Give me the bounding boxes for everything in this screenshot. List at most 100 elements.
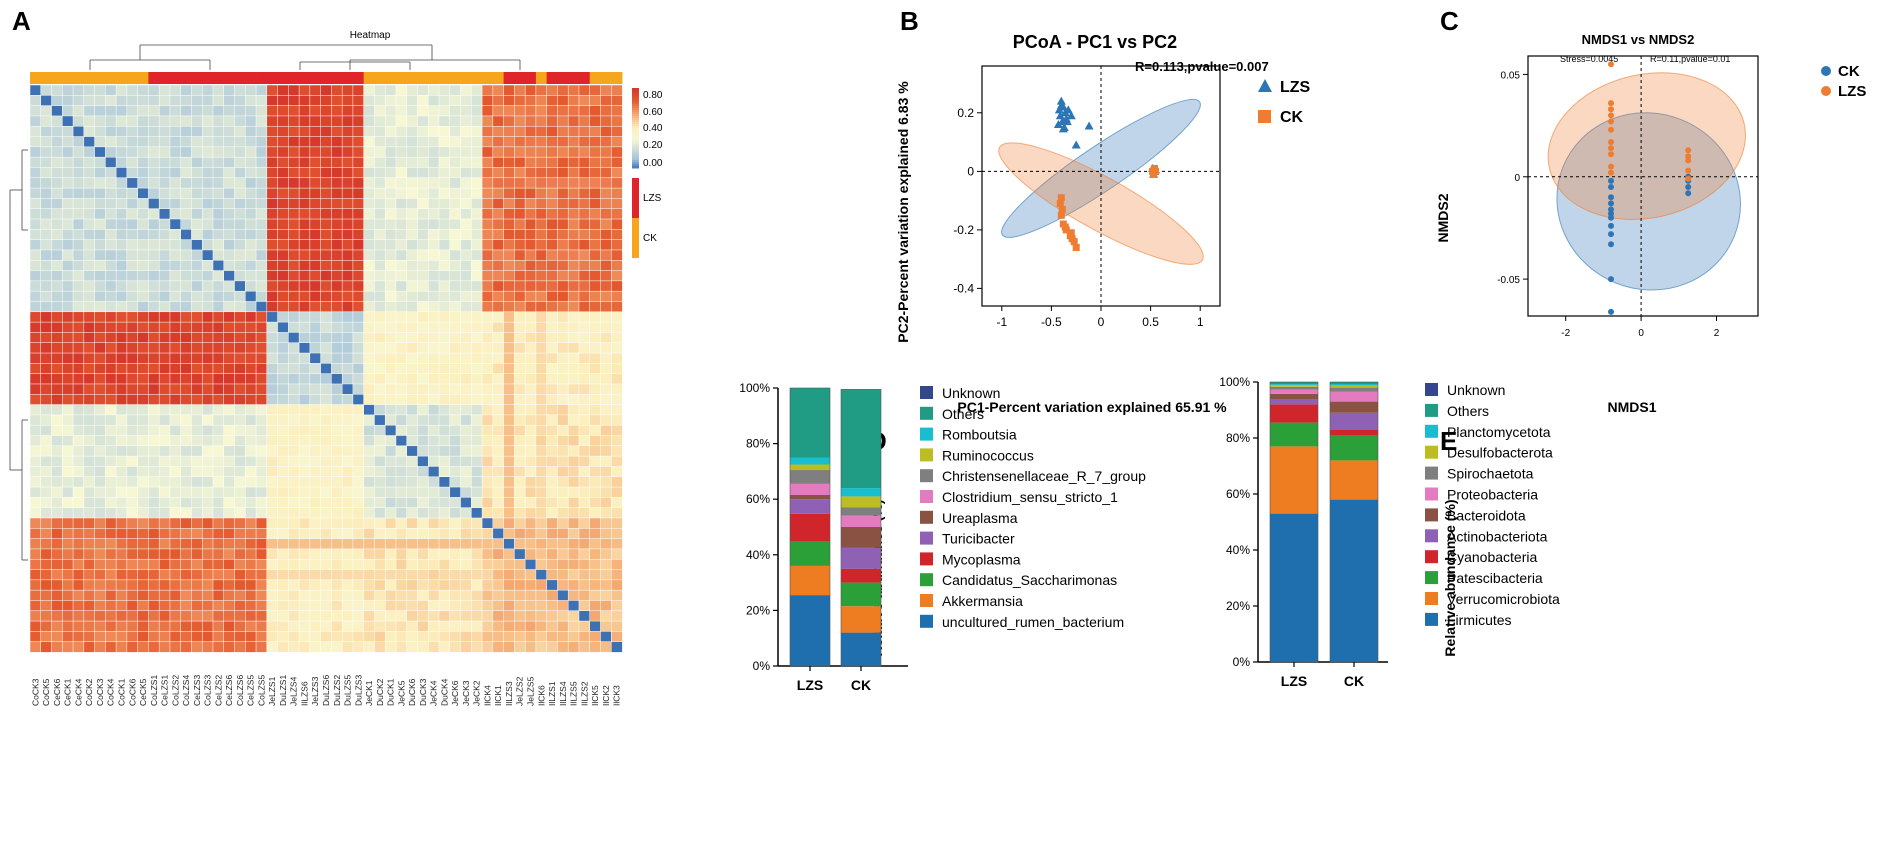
heatmap-cell: [288, 352, 300, 365]
heatmap-cell: [417, 208, 429, 220]
heatmap-cell: [29, 455, 42, 468]
heatmap-cell: [148, 517, 160, 529]
heatmap-cell: [417, 167, 429, 179]
heatmap-cell: [438, 229, 451, 241]
heatmap-cell: [352, 301, 365, 313]
heatmap-cell: [460, 620, 472, 633]
heatmap-cell: [610, 548, 623, 560]
phylum-legend-label: Firmicutes: [1447, 612, 1512, 628]
heatmap-cell: [395, 270, 408, 282]
heatmap-cell: [40, 342, 53, 354]
heatmap-cell: [438, 373, 451, 385]
heatmap-cell: [524, 383, 537, 395]
legend-swatch-ruminococcus: [920, 448, 933, 462]
heatmap-cell: [266, 558, 279, 571]
heatmap-cell: [40, 517, 53, 529]
heatmap-cell: [29, 95, 42, 107]
heatmap-cell: [406, 239, 419, 251]
heatmap-cell: [384, 342, 397, 354]
heatmap-cell: [72, 579, 85, 591]
heatmap-cell: [234, 136, 246, 148]
scale-band: [632, 100, 639, 103]
heatmap-cell: [62, 290, 74, 303]
heatmap-cell: [137, 373, 150, 385]
heatmap-cell: [417, 538, 429, 550]
heatmap-cell: [428, 445, 440, 457]
heatmap-cell: [288, 455, 300, 468]
heatmap-cell: [589, 260, 602, 272]
nmds-legend-lzs-label: LZS: [1838, 83, 1866, 100]
heatmap-cell: [492, 538, 505, 550]
heatmap-cell: [460, 84, 472, 96]
heatmap-cell: [363, 466, 376, 478]
heatmap-cell: [115, 373, 128, 385]
heatmap-cell: [51, 466, 63, 478]
pcoa-y-tick: -0.2: [953, 223, 974, 237]
heatmap-cell: [212, 342, 225, 354]
heatmap-cell: [298, 641, 311, 653]
heatmap-group-cell: [73, 72, 85, 84]
heatmap-cell: [503, 558, 516, 571]
heatmap-cell: [524, 486, 537, 499]
heatmap-cell: [567, 115, 580, 127]
heatmap-cell: [29, 290, 42, 303]
heatmap-cell: [460, 476, 472, 488]
heatmap-cell: [148, 311, 160, 323]
heatmap-cell: [471, 404, 483, 416]
heatmap-cell: [180, 528, 193, 540]
heatmap-cell: [105, 290, 117, 303]
heatmap-cell: [212, 435, 225, 447]
bar-segment-bacteroidota: [1270, 393, 1318, 400]
scale-band: [632, 120, 639, 123]
heatmap-cell: [600, 187, 612, 200]
heatmap-cell: [341, 301, 354, 313]
heatmap-cell: [417, 229, 429, 241]
heatmap-cell: [94, 105, 106, 117]
heatmap-cell: [191, 373, 203, 385]
legend-swatch-unknown: [1425, 383, 1438, 396]
heatmap-cell: [115, 435, 128, 447]
heatmap-cell: [148, 177, 160, 189]
heatmap-cell: [557, 167, 569, 179]
heatmap-cell: [546, 84, 559, 96]
heatmap-cell: [94, 301, 106, 313]
heatmap-cell: [438, 455, 451, 468]
heatmap-cell: [535, 136, 548, 148]
heatmap-cell: [180, 280, 193, 292]
heatmap-cell: [341, 414, 354, 426]
nmds-stat: R=0.11,pvalue=0.01: [1650, 54, 1730, 64]
heatmap-cell: [288, 383, 300, 395]
heatmap-cell: [223, 260, 236, 272]
heatmap-cell: [105, 476, 117, 488]
heatmap-cell: [341, 270, 354, 282]
heatmap-cell: [148, 342, 160, 354]
heatmap-cell: [352, 641, 365, 653]
heatmap-cell: [201, 321, 214, 334]
heatmap-cell: [524, 435, 537, 447]
heatmap-cell: [266, 208, 279, 220]
heatmap-cell: [83, 579, 96, 591]
heatmap-cell: [395, 321, 408, 334]
heatmap-cell: [62, 218, 74, 230]
heatmap-cell: [341, 332, 354, 344]
heatmap-cell: [374, 218, 386, 230]
heatmap-cell: [51, 548, 63, 560]
heatmap-cell: [29, 105, 42, 117]
heatmap-cell: [255, 641, 268, 653]
heatmap-cell: [492, 445, 505, 457]
heatmap-cell: [309, 476, 322, 488]
heatmap-cell: [40, 466, 53, 478]
heatmap-cell: [158, 352, 171, 365]
heatmap-cell: [105, 569, 117, 581]
heatmap-cell: [449, 342, 462, 354]
heatmap-cell: [72, 394, 85, 406]
heatmap-cell: [535, 445, 548, 457]
heatmap-cell: [298, 414, 311, 426]
heatmap-cell: [557, 95, 569, 107]
heatmap-sample-label: JeCK4: [429, 680, 439, 706]
heatmap-cell: [395, 115, 408, 127]
heatmap-cell: [266, 579, 279, 591]
heatmap-sample-label: DuLZS1: [278, 675, 288, 706]
heatmap-cell: [460, 136, 472, 148]
heatmap-cell: [610, 486, 623, 499]
